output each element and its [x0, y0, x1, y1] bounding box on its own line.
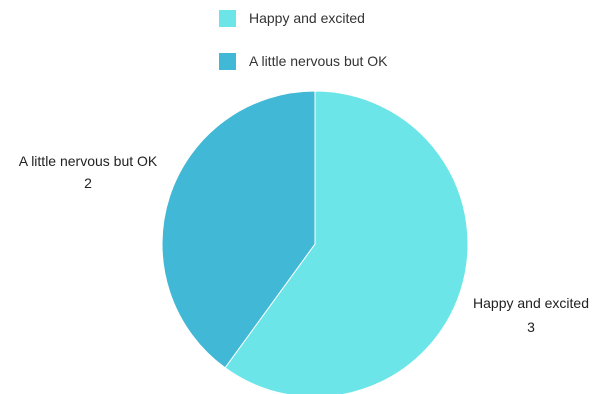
slice-label-value: 3	[527, 319, 535, 335]
pie-slices	[161, 90, 469, 394]
slice-label-happy-and-excited: Happy and excited 3	[473, 295, 589, 335]
slice-label-value: 2	[84, 175, 92, 191]
legend-swatch-happy-and-excited	[219, 9, 236, 27]
legend-label: Happy and excited	[249, 10, 365, 26]
pie-slice-happy-and-excited[interactable]	[224, 90, 469, 394]
legend-label: A little nervous but OK	[249, 53, 388, 69]
legend-item-happy-and-excited[interactable]: Happy and excited	[219, 7, 388, 29]
legend: Happy and excited A little nervous but O…	[219, 7, 388, 93]
legend-swatch-a-little-nervous-but-ok	[219, 52, 236, 70]
slice-label-a-little-nervous-but-ok: A little nervous but OK 2	[19, 153, 158, 191]
slice-label-name: A little nervous but OK	[19, 153, 158, 169]
slice-label-name: Happy and excited	[473, 295, 589, 311]
legend-item-a-little-nervous-but-ok[interactable]: A little nervous but OK	[219, 50, 388, 72]
pie-slice-a-little-nervous-but-ok[interactable]	[161, 90, 316, 369]
